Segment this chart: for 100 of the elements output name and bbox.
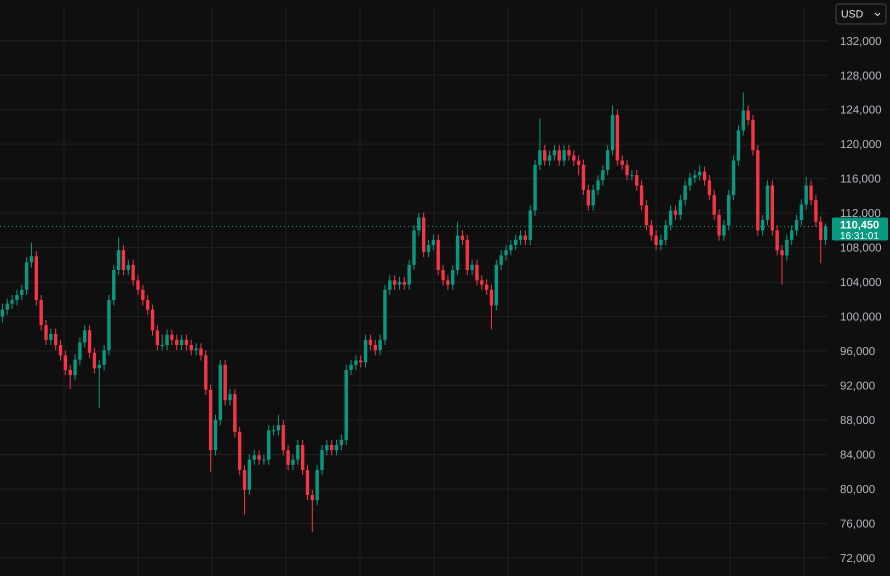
candlestick [340,434,344,451]
candlestick [432,234,436,251]
candlestick [630,170,634,181]
candlestick [296,439,300,466]
candlestick [359,354,362,368]
y-tick-label: 72,000 [840,552,876,565]
ref-line-label: 110,450 [840,219,880,232]
candlestick [674,204,678,221]
candlestick [548,150,552,166]
candlestick [591,184,595,212]
candlestick [804,176,808,210]
candlestick [606,144,610,176]
candlestick [620,154,624,171]
candlestick [252,450,256,466]
candlestick [446,274,450,290]
candlestick [392,274,396,290]
candlestick [325,439,329,456]
candlestick [150,304,154,336]
candlestick [170,328,174,346]
candlestick [184,334,188,351]
candlestick [165,328,169,351]
candlestick [146,294,150,316]
candlestick [426,239,430,258]
candlestick [354,354,358,371]
y-tick-label: 96,000 [840,346,876,358]
y-tick-label: 84,000 [840,449,876,462]
candlestick [552,144,556,162]
candlestick [562,144,566,166]
candlestick [484,279,488,296]
candlestick [576,154,580,176]
y-tick-label: 128,000 [840,70,882,82]
candlestick [30,242,34,268]
candlestick [58,339,62,362]
y-tick-label: 112,000 [840,208,881,220]
candlestick [678,194,682,221]
candlestick [538,118,542,171]
candlestick [310,489,314,533]
candlestick [708,174,712,201]
candlestick [814,194,818,228]
candlestick [650,220,653,242]
candlestick [102,344,106,371]
candlestick [451,264,454,290]
candlestick [92,347,96,374]
candlestick [156,324,160,351]
candlestick [635,170,638,192]
candlestick [64,350,68,376]
candlestick [44,320,48,346]
candlestick [644,200,648,231]
candlestick [276,414,280,436]
candlestick [460,230,464,246]
candlestick [364,334,368,368]
candlestick [746,104,750,126]
candlestick [194,342,198,356]
candlestick [378,334,382,356]
candlestick [54,328,58,351]
candlestick [794,214,798,236]
candlestick [785,234,789,262]
candlestick [98,359,101,408]
candlestick [10,294,14,310]
candlestick [368,334,372,351]
candlestick [126,259,130,276]
candlestick [116,236,120,276]
candlestick [470,259,474,276]
candlestick [509,239,513,256]
candlestick [0,303,4,324]
candlestick [683,180,687,206]
candlestick [388,274,392,296]
y-tick-label: 76,000 [840,518,876,530]
candlestick [68,364,72,390]
candlestick [800,198,804,226]
text: 16:31:01 [840,230,880,242]
candlestick [88,324,92,358]
candlestick [524,230,528,246]
candlestick [775,224,779,256]
candlestick [819,216,822,264]
candlestick [543,144,546,166]
candlestick [780,244,784,286]
candlestick [572,150,576,166]
candlestick [499,250,503,271]
candlestick [330,439,334,456]
candlestick [567,144,571,162]
candlestick [518,230,522,246]
candlestick [83,324,86,348]
candlestick [558,144,561,166]
candlestick [480,274,484,290]
candlestick [601,164,605,186]
candlestick [402,276,406,290]
candlestick [141,284,145,306]
y-tick-label: 80,000 [840,484,876,496]
candlestick [407,259,411,290]
candlestick [441,264,445,286]
currency-selector: USD [836,4,886,24]
candlestick [20,284,24,301]
candlestick [640,180,644,212]
candlestick [514,234,518,251]
candlestick [742,92,745,136]
candlestick [175,334,178,351]
candlestick [286,444,290,470]
candlestick [6,298,9,316]
candlestick [712,189,716,221]
